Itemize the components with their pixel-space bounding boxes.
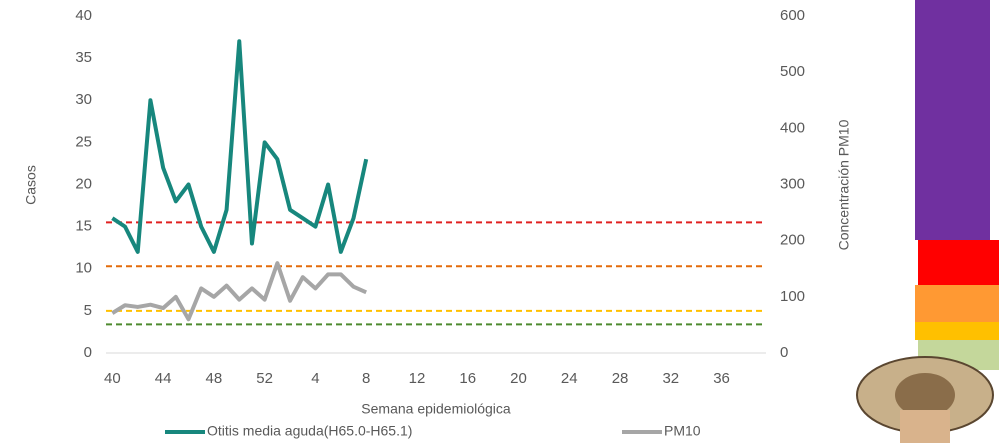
y-axis-title: Casos [23, 165, 39, 205]
y-tick-label: 0 [84, 344, 92, 361]
x-tick-label: 4 [311, 370, 319, 387]
y2-tick-label: 400 [780, 119, 805, 136]
legend-label: PM10 [664, 423, 701, 439]
color-band [918, 240, 999, 285]
x-tick-label: 20 [510, 370, 527, 387]
y2-tick-label: 0 [780, 344, 788, 361]
legend-label: Otitis media aguda(H65.0-H65.1) [207, 423, 412, 439]
y-tick-label: 30 [75, 91, 92, 108]
x-tick-label: 12 [409, 370, 426, 387]
color-band [915, 0, 990, 240]
x-axis-title: Semana epidemiológica [361, 401, 511, 417]
x-tick-label: 8 [362, 370, 370, 387]
y2-tick-label: 600 [780, 7, 805, 24]
color-band [915, 285, 999, 322]
x-tick-label: 36 [713, 370, 730, 387]
y-tick-label: 40 [75, 7, 92, 24]
x-tick-label: 40 [104, 370, 121, 387]
y-tick-label: 5 [84, 302, 92, 319]
x-tick-label: 16 [459, 370, 476, 387]
y2-axis-title: Concentración PM10 [836, 119, 852, 250]
y-tick-label: 10 [75, 260, 92, 277]
x-tick-label: 44 [155, 370, 172, 387]
chart: Casos Concentración PM10 Semana epidemio… [0, 0, 999, 443]
x-tick-label: 32 [662, 370, 679, 387]
portrait [857, 357, 993, 443]
series-line [112, 41, 366, 252]
y2-tick-label: 500 [780, 63, 805, 80]
y2-tick-label: 300 [780, 175, 805, 192]
y-tick-label: 25 [75, 133, 92, 150]
y-tick-label: 15 [75, 218, 92, 235]
y2-tick-label: 100 [780, 288, 805, 305]
x-tick-label: 48 [206, 370, 223, 387]
x-tick-label: 28 [612, 370, 629, 387]
y-tick-label: 35 [75, 49, 92, 66]
y-tick-label: 20 [75, 175, 92, 192]
y2-tick-label: 200 [780, 232, 805, 249]
x-tick-label: 24 [561, 370, 578, 387]
color-band [915, 322, 999, 340]
x-tick-label: 52 [256, 370, 273, 387]
